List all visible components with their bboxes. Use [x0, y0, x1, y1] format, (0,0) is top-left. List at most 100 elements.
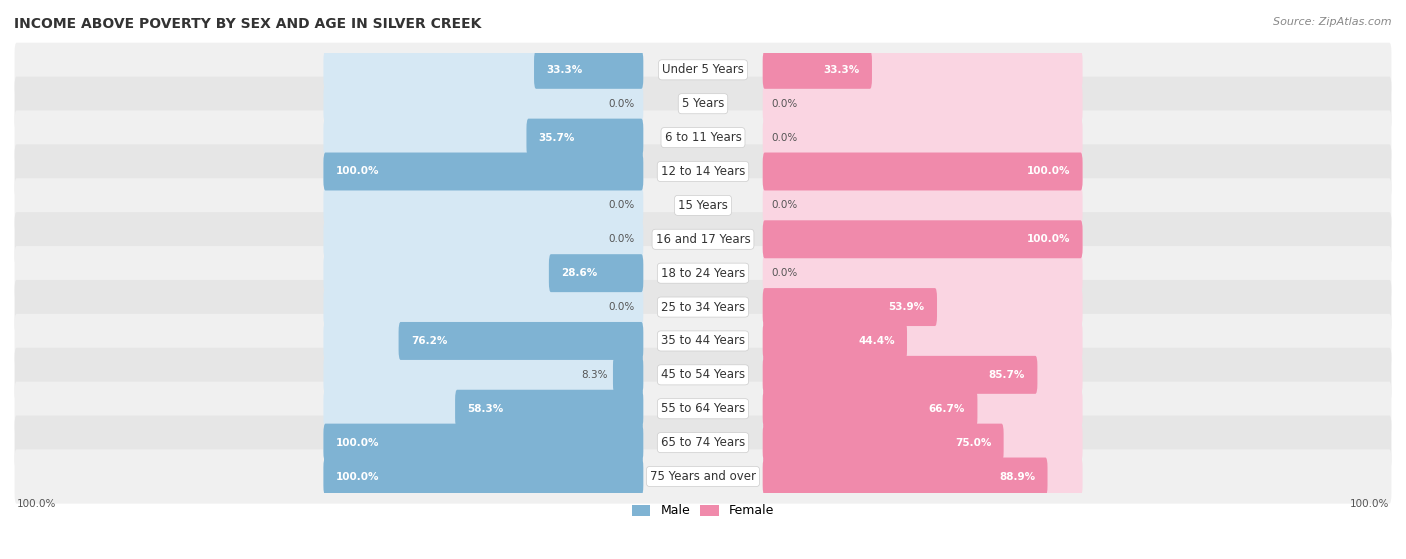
FancyBboxPatch shape [14, 212, 1392, 267]
Text: 45 to 54 Years: 45 to 54 Years [661, 368, 745, 381]
Text: 0.0%: 0.0% [609, 200, 634, 210]
FancyBboxPatch shape [762, 390, 1083, 428]
FancyBboxPatch shape [14, 246, 1392, 300]
Text: 35 to 44 Years: 35 to 44 Years [661, 334, 745, 348]
Text: 66.7%: 66.7% [929, 404, 965, 414]
FancyBboxPatch shape [14, 449, 1392, 504]
Text: 8.3%: 8.3% [582, 370, 609, 380]
Text: 100.0%: 100.0% [336, 167, 380, 177]
FancyBboxPatch shape [14, 280, 1392, 334]
FancyBboxPatch shape [762, 153, 1083, 191]
Text: Source: ZipAtlas.com: Source: ZipAtlas.com [1274, 17, 1392, 27]
Text: 15 Years: 15 Years [678, 199, 728, 212]
FancyBboxPatch shape [762, 390, 977, 428]
FancyBboxPatch shape [14, 314, 1392, 368]
FancyBboxPatch shape [14, 144, 1392, 198]
Legend: Male, Female: Male, Female [627, 499, 779, 523]
Text: 33.3%: 33.3% [824, 65, 859, 75]
FancyBboxPatch shape [762, 51, 1083, 89]
FancyBboxPatch shape [762, 457, 1047, 495]
FancyBboxPatch shape [323, 322, 644, 360]
FancyBboxPatch shape [762, 119, 1083, 157]
FancyBboxPatch shape [526, 119, 644, 157]
Text: 58.3%: 58.3% [467, 404, 503, 414]
FancyBboxPatch shape [14, 42, 1392, 97]
FancyBboxPatch shape [14, 415, 1392, 470]
FancyBboxPatch shape [323, 153, 644, 191]
FancyBboxPatch shape [762, 322, 1083, 360]
FancyBboxPatch shape [762, 322, 907, 360]
FancyBboxPatch shape [323, 424, 644, 462]
FancyBboxPatch shape [548, 254, 644, 292]
Text: 33.3%: 33.3% [547, 65, 582, 75]
FancyBboxPatch shape [762, 424, 1083, 462]
Text: 0.0%: 0.0% [609, 234, 634, 244]
FancyBboxPatch shape [323, 424, 644, 462]
FancyBboxPatch shape [323, 119, 644, 157]
Text: 5 Years: 5 Years [682, 97, 724, 110]
Text: 35.7%: 35.7% [538, 132, 575, 143]
FancyBboxPatch shape [323, 390, 644, 428]
Text: 65 to 74 Years: 65 to 74 Years [661, 436, 745, 449]
Text: 76.2%: 76.2% [411, 336, 447, 346]
FancyBboxPatch shape [762, 186, 1083, 224]
FancyBboxPatch shape [398, 322, 644, 360]
FancyBboxPatch shape [323, 186, 644, 224]
FancyBboxPatch shape [323, 457, 644, 495]
FancyBboxPatch shape [323, 220, 644, 258]
Text: 100.0%: 100.0% [17, 499, 56, 509]
FancyBboxPatch shape [762, 457, 1083, 495]
FancyBboxPatch shape [323, 51, 644, 89]
Text: 0.0%: 0.0% [609, 99, 634, 108]
FancyBboxPatch shape [323, 356, 644, 394]
FancyBboxPatch shape [762, 254, 1083, 292]
FancyBboxPatch shape [14, 348, 1392, 402]
Text: 85.7%: 85.7% [988, 370, 1025, 380]
Text: 28.6%: 28.6% [561, 268, 598, 278]
Text: 6 to 11 Years: 6 to 11 Years [665, 131, 741, 144]
FancyBboxPatch shape [323, 85, 644, 122]
Text: 88.9%: 88.9% [1000, 471, 1035, 481]
Text: 53.9%: 53.9% [889, 302, 925, 312]
FancyBboxPatch shape [14, 111, 1392, 165]
Text: 0.0%: 0.0% [609, 302, 634, 312]
Text: 0.0%: 0.0% [772, 99, 797, 108]
Text: 25 to 34 Years: 25 to 34 Years [661, 301, 745, 314]
Text: Under 5 Years: Under 5 Years [662, 63, 744, 77]
FancyBboxPatch shape [14, 382, 1392, 436]
FancyBboxPatch shape [762, 356, 1083, 394]
FancyBboxPatch shape [762, 51, 872, 89]
Text: 0.0%: 0.0% [772, 200, 797, 210]
FancyBboxPatch shape [534, 51, 644, 89]
Text: 100.0%: 100.0% [1026, 234, 1070, 244]
Text: 12 to 14 Years: 12 to 14 Years [661, 165, 745, 178]
FancyBboxPatch shape [323, 288, 644, 326]
FancyBboxPatch shape [762, 220, 1083, 258]
Text: 55 to 64 Years: 55 to 64 Years [661, 402, 745, 415]
FancyBboxPatch shape [456, 390, 644, 428]
Text: 75.0%: 75.0% [955, 438, 991, 448]
FancyBboxPatch shape [323, 254, 644, 292]
Text: 16 and 17 Years: 16 and 17 Years [655, 233, 751, 246]
Text: 0.0%: 0.0% [772, 268, 797, 278]
FancyBboxPatch shape [762, 153, 1083, 191]
FancyBboxPatch shape [323, 153, 644, 191]
FancyBboxPatch shape [762, 220, 1083, 258]
FancyBboxPatch shape [762, 85, 1083, 122]
Text: 18 to 24 Years: 18 to 24 Years [661, 267, 745, 280]
FancyBboxPatch shape [613, 356, 644, 394]
FancyBboxPatch shape [762, 288, 1083, 326]
Text: 0.0%: 0.0% [772, 132, 797, 143]
FancyBboxPatch shape [323, 457, 644, 495]
Text: 100.0%: 100.0% [1350, 499, 1389, 509]
FancyBboxPatch shape [14, 178, 1392, 233]
Text: 75 Years and over: 75 Years and over [650, 470, 756, 483]
FancyBboxPatch shape [762, 356, 1038, 394]
Text: 100.0%: 100.0% [336, 438, 380, 448]
FancyBboxPatch shape [14, 77, 1392, 131]
Text: 44.4%: 44.4% [858, 336, 894, 346]
Text: 100.0%: 100.0% [1026, 167, 1070, 177]
FancyBboxPatch shape [762, 288, 936, 326]
Text: 100.0%: 100.0% [336, 471, 380, 481]
FancyBboxPatch shape [762, 424, 1004, 462]
